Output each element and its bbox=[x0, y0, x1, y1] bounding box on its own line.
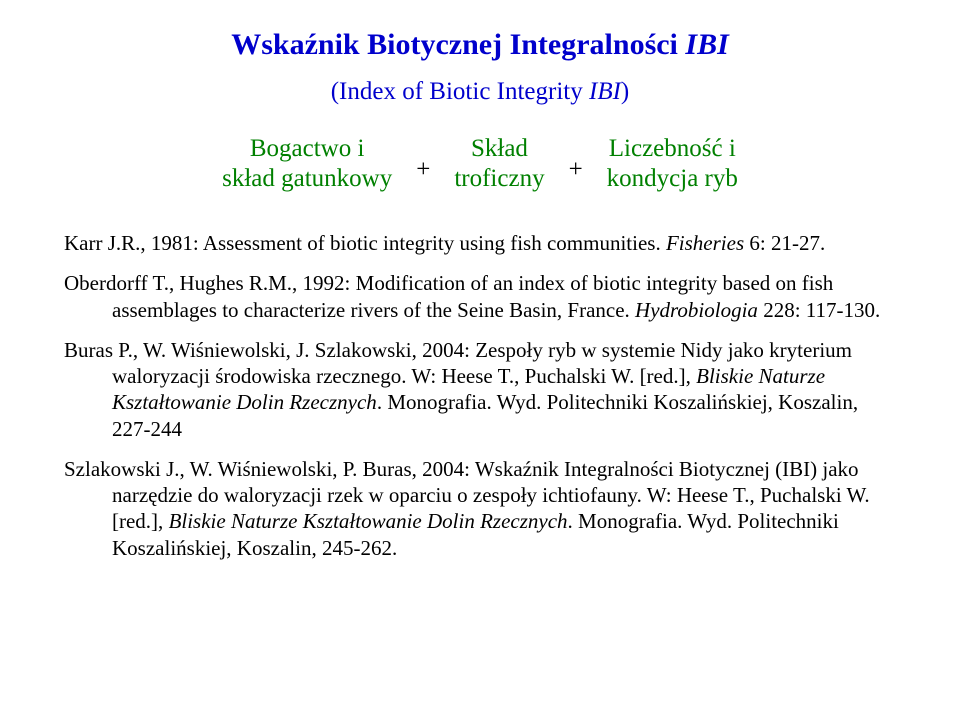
reference-entry: Oberdorff T., Hughes R.M., 1992: Modific… bbox=[64, 270, 896, 323]
formula-term-2: Skład troficzny bbox=[454, 134, 544, 194]
formula-row: Bogactwo i skład gatunkowy + Skład trofi… bbox=[64, 134, 896, 194]
title-text: Wskaźnik Biotycznej Integralności bbox=[231, 28, 685, 61]
term3-line1: Liczebność i bbox=[607, 134, 738, 164]
reference-entry: Szlakowski J., W. Wiśniewolski, P. Buras… bbox=[64, 456, 896, 561]
term1-line1: Bogactwo i bbox=[222, 134, 392, 164]
subtitle-suffix: ) bbox=[621, 78, 629, 105]
term1-line2: skład gatunkowy bbox=[222, 164, 392, 194]
term2-line1: Skład bbox=[454, 134, 544, 164]
ref-text-italic: Hydrobiologia bbox=[635, 298, 758, 322]
page-subtitle: (Index of Biotic Integrity IBI) bbox=[64, 78, 896, 106]
formula-term-3: Liczebność i kondycja ryb bbox=[607, 134, 738, 194]
term3-line2: kondycja ryb bbox=[607, 164, 738, 194]
subtitle-italic: IBI bbox=[589, 78, 621, 105]
slide-page: Wskaźnik Biotycznej Integralności IBI (I… bbox=[0, 0, 960, 717]
reference-entry: Buras P., W. Wiśniewolski, J. Szlakowski… bbox=[64, 337, 896, 442]
subtitle-prefix: (Index of Biotic Integrity bbox=[331, 78, 589, 105]
ref-text-post: 6: 21-27. bbox=[744, 231, 825, 255]
ref-text-italic: Bliskie Naturze Kształtowanie Dolin Rzec… bbox=[169, 509, 568, 533]
ref-text-italic: Fisheries bbox=[666, 231, 744, 255]
reference-entry: Karr J.R., 1981: Assessment of biotic in… bbox=[64, 230, 896, 256]
plus-sign-1: + bbox=[416, 144, 430, 184]
title-italic: IBI bbox=[685, 28, 728, 61]
page-title: Wskaźnik Biotycznej Integralności IBI bbox=[64, 28, 896, 62]
ref-text-post: 228: 117-130. bbox=[758, 298, 880, 322]
formula-term-1: Bogactwo i skład gatunkowy bbox=[222, 134, 392, 194]
term2-line2: troficzny bbox=[454, 164, 544, 194]
plus-sign-2: + bbox=[569, 144, 583, 184]
references-block: Karr J.R., 1981: Assessment of biotic in… bbox=[64, 230, 896, 561]
ref-text-pre: Karr J.R., 1981: Assessment of biotic in… bbox=[64, 231, 666, 255]
